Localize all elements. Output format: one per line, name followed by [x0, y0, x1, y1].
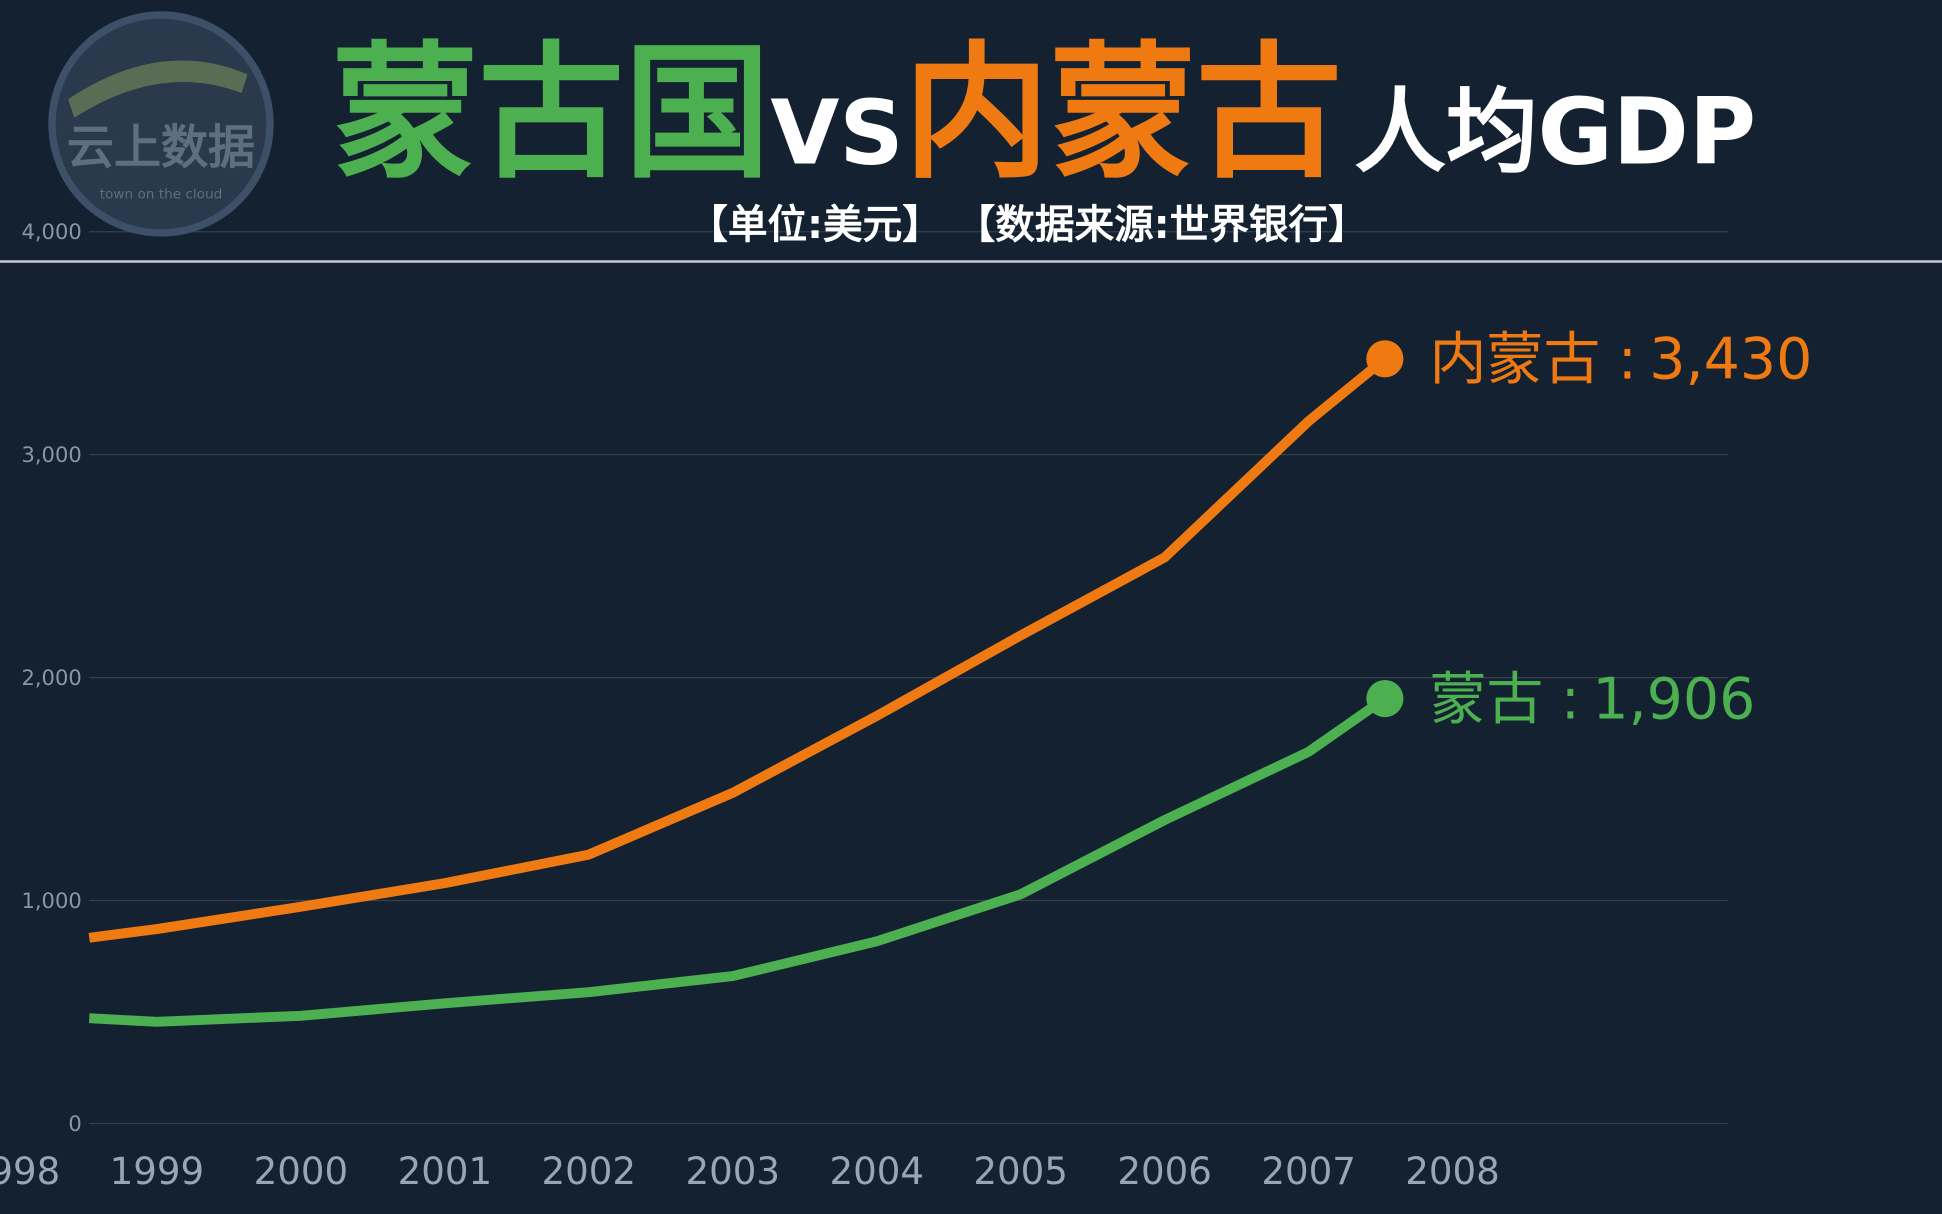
title-part: 人均GDP	[1354, 79, 1756, 186]
series-name: 蒙古	[1429, 666, 1543, 732]
x-tick-label: 2001	[398, 1150, 493, 1193]
x-tick-label: 2008	[1405, 1150, 1500, 1193]
end-label: 内蒙古:3,430	[1429, 327, 1812, 393]
logo-swoosh	[68, 60, 248, 118]
end-label: 蒙古:1,906	[1429, 666, 1755, 732]
x-tick-label: 2007	[1261, 1150, 1356, 1193]
x-tick-label: 2004	[829, 1150, 924, 1193]
x-tick-label: 2003	[685, 1150, 780, 1193]
x-tick-label: 2002	[542, 1150, 637, 1193]
chart-subtitle: 【单位:美元】 【数据来源:世界银行】	[688, 202, 1368, 248]
value-label: 3,430	[1649, 327, 1812, 393]
y-tick-label: 3,000	[21, 442, 81, 467]
x-tick-label: 2006	[1117, 1150, 1212, 1193]
x-tick-label: 1999	[110, 1150, 205, 1193]
logo-subtitle: town on the cloud	[100, 186, 223, 202]
label-separator: :	[1561, 666, 1580, 732]
label-separator: :	[1618, 327, 1637, 393]
title-part: 内蒙古	[904, 29, 1342, 199]
x-tick-label: 2000	[254, 1150, 349, 1193]
y-tick-label: 2,000	[21, 665, 81, 690]
logo-title: 云上数据	[67, 121, 255, 176]
value-label: 1,906	[1592, 666, 1755, 732]
logo: 云上数据 town on the cloud	[48, 11, 274, 237]
series-name: 内蒙古	[1429, 327, 1600, 393]
y-tick-label: 1,000	[21, 888, 81, 913]
y-tick-label: 4,000	[21, 219, 81, 244]
end-point	[1366, 679, 1404, 718]
plot: 0 1,000 2,000 3,000 4,000 1998 1999 2000 2001 200…	[0, 219, 1812, 1193]
chart-title: 蒙古国VS内蒙古 人均GDP	[332, 29, 1756, 199]
series-line	[88, 694, 1388, 1027]
x-tick-label: 2005	[973, 1150, 1068, 1193]
title-part: 蒙古国	[332, 29, 770, 199]
end-point	[1366, 340, 1404, 378]
x-tick-label: 1998	[0, 1150, 60, 1193]
y-tick-label: 0	[68, 1111, 81, 1136]
title-part: VS	[770, 82, 903, 186]
series-line	[88, 354, 1389, 943]
